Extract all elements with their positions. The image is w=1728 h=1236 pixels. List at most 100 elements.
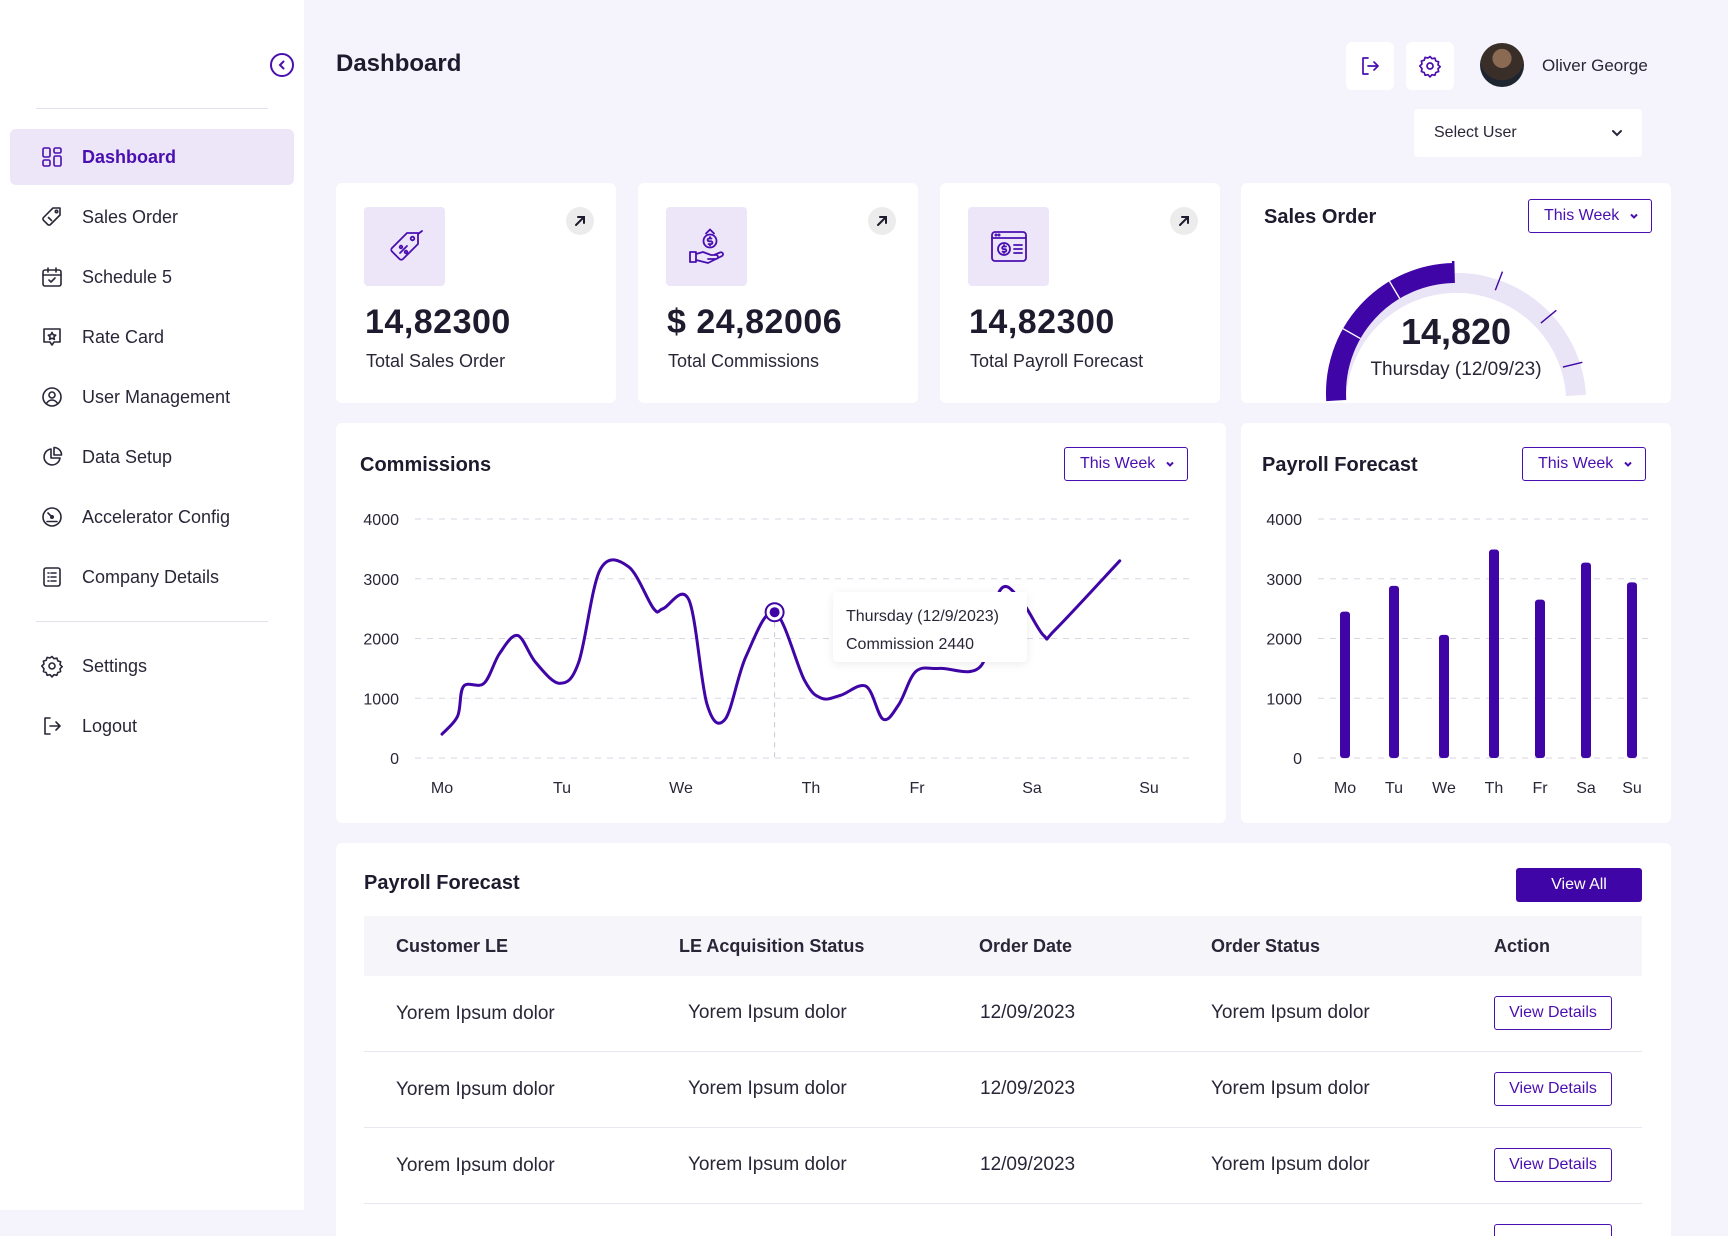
cell-customer: Yorem Ipsum dolor [396,1003,555,1024]
sidebar-item-label: Accelerator Config [82,506,231,527]
user-circle-icon [40,385,64,409]
grid-icon [40,145,64,169]
payroll-week-filter[interactable]: This Week [1522,447,1647,481]
collapse-sidebar-button[interactable] [270,53,294,77]
column-header: LE Acquisition Status [679,936,865,956]
money-hand-icon [666,207,747,286]
gauge-value: 14,820 [1400,311,1512,352]
sidebar-item-company-details[interactable]: Company Details [10,549,294,605]
sidebar-item-label: Data Setup [82,446,173,467]
settings-button[interactable] [1406,42,1454,90]
sidebar-item-dashboard[interactable]: Dashboard [10,129,294,185]
payroll-forecast-chart-card: Payroll Forecast This Week [1241,423,1671,823]
filter-label: This Week [1544,207,1620,224]
gauge-tick [1562,361,1583,368]
sidebar: Dashboard Sales Order Schedule 5 Rate Ca… [0,0,304,1210]
sidebar-item-rate-card[interactable]: Rate Card [10,309,294,365]
card-title: Commissions [360,454,492,476]
stat-card-total-payroll-forecast: 14,82300 Total Payroll Forecast [940,183,1220,403]
view-details-button[interactable]: View Details [1494,996,1612,1030]
sidebar-item-settings[interactable]: Settings [10,638,294,694]
cell-status: Yorem Ipsum dolor [688,1078,847,1099]
stat-label: Total Sales Order [366,351,506,371]
commissions-week-filter[interactable]: This Week [1064,447,1189,481]
sales-order-gauge [1326,261,1586,402]
dollar-window-icon [968,207,1049,286]
card-title: Payroll Forecast [1262,454,1418,476]
sidebar-item-label: Dashboard [82,146,177,167]
gear-icon [40,654,64,678]
view-details-button[interactable] [1494,1224,1612,1236]
gauge-fill [1326,263,1454,402]
logout-button[interactable] [1346,42,1394,90]
column-header: Order Date [979,936,1073,956]
user-name[interactable]: Oliver George [1542,56,1648,75]
sales-order-gauge-card: Sales Order This Week 14,820 Thursday (1… [1241,183,1671,403]
gauge-ticks [1342,261,1583,368]
cell-status: Yorem Ipsum dolor [688,1002,847,1023]
calendar-check-icon [40,265,64,289]
sidebar-item-label: Schedule 5 [82,266,173,287]
sidebar-item-user-management[interactable]: User Management [10,369,294,425]
arrow-up-right-icon [1179,216,1189,226]
sidebar-divider [36,621,268,622]
cell-order-status: Yorem Ipsum dolor [1211,1154,1370,1175]
stat-value: $ 24,82006 [667,303,843,341]
commissions-chart-card: Commissions This Week [336,423,1226,823]
open-total-payroll-forecast-button[interactable] [1170,207,1198,235]
cell-date: 12/09/2023 [980,1002,1076,1023]
page-title: Dashboard [336,50,462,77]
gear-icon [1418,55,1442,78]
select-user-dropdown[interactable]: Select User [1414,109,1642,157]
filter-label: This Week [1538,455,1614,472]
cell-date: 12/09/2023 [980,1078,1076,1099]
table-row: Yorem Ipsum dolor Yorem Ipsum dolor 12/0… [364,976,1642,1052]
sidebar-item-accelerator-config[interactable]: Accelerator Config [10,489,294,545]
column-header: Customer LE [396,936,509,956]
cell-customer: Yorem Ipsum dolor [396,1155,555,1176]
sidebar-item-label: User Management [82,386,231,407]
document-list-icon [40,565,64,589]
sidebar-item-data-setup[interactable]: Data Setup [10,429,294,485]
sidebar-divider [36,108,268,109]
sales-order-week-filter[interactable]: This Week [1528,199,1653,233]
sidebar-item-label: Sales Order [82,206,179,227]
stat-card-total-sales-order: 14,82300 Total Sales Order [336,183,616,403]
sidebar-item-sales-order[interactable]: Sales Order [10,189,294,245]
star-chat-icon [40,325,64,349]
cell-status: Yorem Ipsum dolor [688,1154,847,1175]
sidebar-nav: Dashboard Sales Order Schedule 5 Rate Ca… [10,129,294,609]
pie-chart-icon [40,445,64,469]
stat-value: 14,82300 [969,303,1115,341]
tooltip-value: Commission 2440 [846,636,975,653]
view-details-button[interactable]: View Details [1494,1072,1612,1106]
open-total-commissions-button[interactable] [868,207,896,235]
cell-date: 12/09/2023 [980,1154,1076,1175]
chevron-down-icon [1630,213,1638,219]
sidebar-bottom-nav: Settings Logout [10,638,294,758]
stat-label: Total Commissions [668,351,820,371]
arrow-up-right-icon [575,216,585,226]
avatar[interactable] [1480,43,1524,87]
gauge-tick [1342,328,1361,340]
column-header: Action [1494,936,1550,956]
filter-label: This Week [1080,455,1156,472]
stat-card-total-commissions: $ 24,82006 Total Commissions [638,183,918,403]
sidebar-item-logout[interactable]: Logout [10,698,294,754]
chevron-down-icon [1612,130,1622,137]
chevron-left-icon [278,60,285,70]
chevron-down-icon [1166,461,1174,467]
tag-icon [40,205,64,229]
sidebar-item-label: Company Details [82,566,220,587]
view-details-button[interactable]: View Details [1494,1148,1612,1182]
table-row: Yorem Ipsum dolor Yorem Ipsum dolor 12/0… [364,1052,1642,1128]
stat-value: 14,82300 [365,303,511,341]
sidebar-item-schedule-5[interactable]: Schedule 5 [10,249,294,305]
sidebar-item-label: Rate Card [82,326,165,347]
view-all-button[interactable]: View All [1516,868,1642,902]
logout-icon [1362,57,1379,75]
cell-customer: Yorem Ipsum dolor [396,1079,555,1100]
open-total-sales-order-button[interactable] [566,207,594,235]
price-tag-icon [364,207,445,286]
cell-order-status: Yorem Ipsum dolor [1211,1002,1370,1023]
